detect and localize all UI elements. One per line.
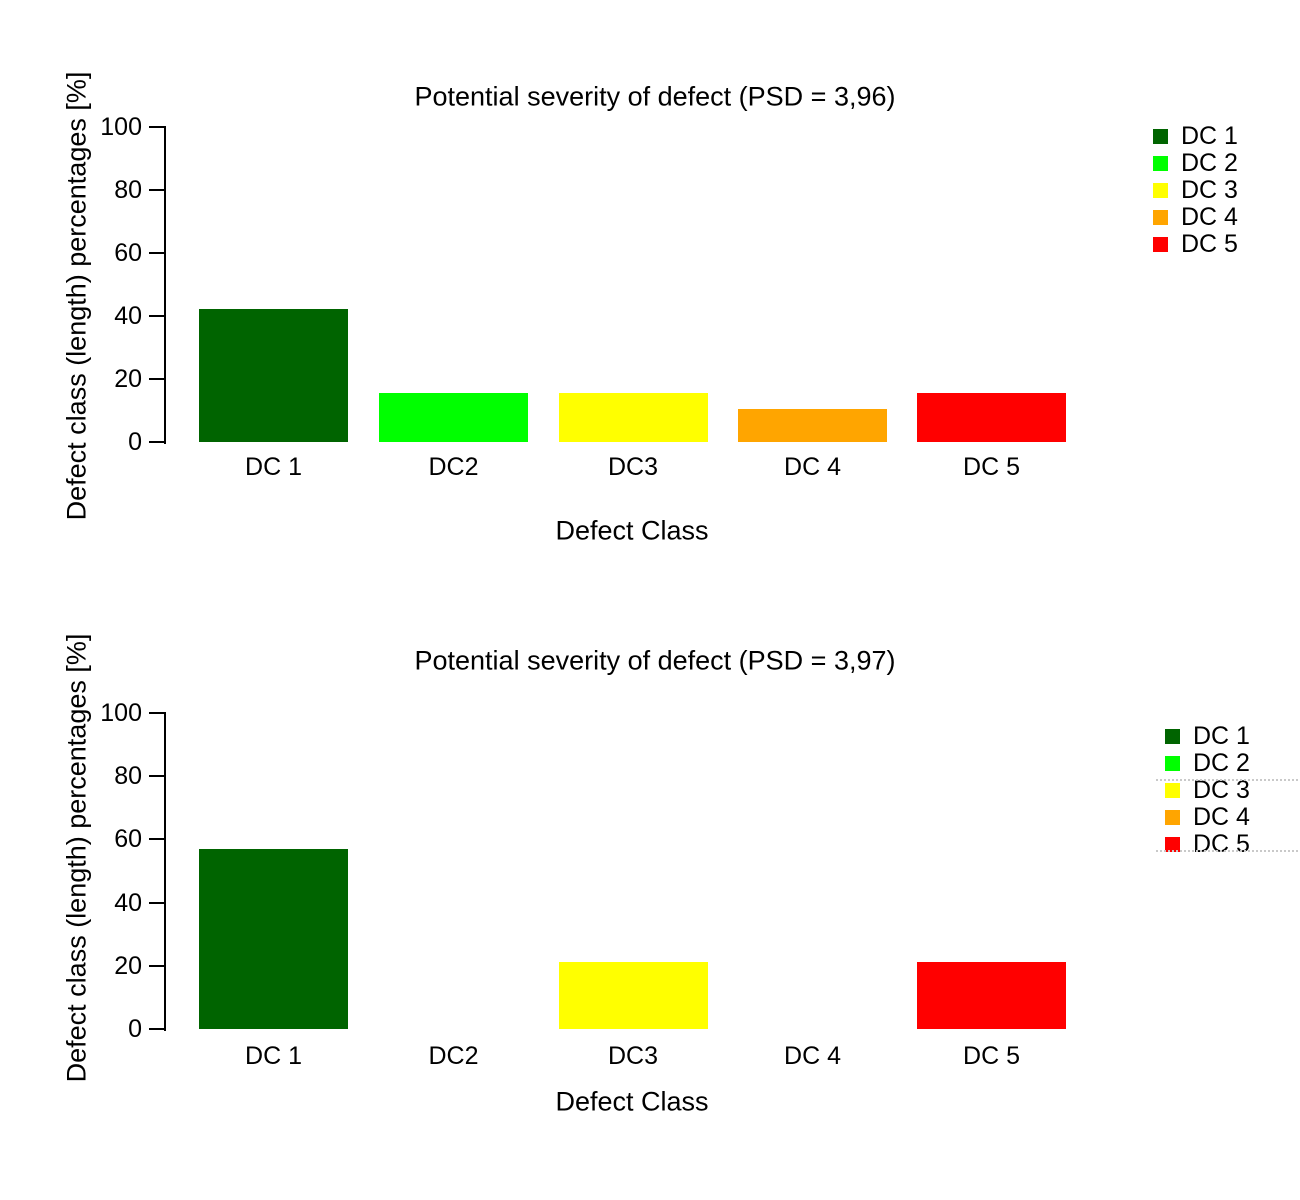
legend-swatch-dc-2 — [1153, 156, 1168, 171]
legend-label-dc-1: DC 1 — [1193, 722, 1250, 750]
legend-label-dc-4: DC 4 — [1181, 203, 1238, 231]
y-axis-tick — [149, 441, 165, 443]
x-tick-label-dc-1: DC 1 — [245, 1042, 302, 1070]
legend-swatch-dc-5 — [1153, 237, 1168, 252]
bar-dc-4 — [738, 408, 887, 442]
y-axis-tick — [149, 126, 165, 128]
bar-dc3 — [558, 962, 708, 1029]
x-tick-label-dc-4: DC 4 — [784, 1042, 841, 1070]
x-tick-label-dc-1: DC 1 — [245, 453, 302, 481]
x-tick-label-dc3: DC3 — [607, 453, 658, 481]
y-axis-tick — [149, 838, 165, 841]
legend-label-dc-4: DC 4 — [1193, 803, 1250, 831]
y-tick-label-20: 20 — [114, 951, 142, 980]
bar-dc3 — [558, 392, 708, 442]
legend-swatch-dc-1 — [1165, 729, 1180, 744]
x-tick-label-dc3: DC3 — [607, 1042, 658, 1070]
x-axis-title: Defect Class — [555, 515, 709, 546]
y-tick-label-80: 80 — [114, 176, 142, 204]
bar-dc2 — [379, 392, 528, 442]
y-tick-label-60: 60 — [114, 825, 142, 854]
y-axis-tick — [149, 315, 165, 317]
legend-swatch-dc-4 — [1153, 210, 1168, 225]
y-tick-label-80: 80 — [114, 762, 142, 791]
y-axis-tick — [149, 775, 165, 778]
y-tick-label-100: 100 — [100, 113, 142, 141]
legend-label-dc-3: DC 3 — [1181, 176, 1238, 204]
x-tick-label-dc2: DC2 — [428, 453, 479, 481]
legend-dotted-line — [1156, 779, 1298, 781]
y-axis-tick — [149, 964, 165, 967]
legend-label-dc-2: DC 2 — [1193, 749, 1250, 777]
y-axis-line — [164, 712, 166, 1031]
bar-dc-1 — [199, 848, 348, 1029]
y-tick-label-0: 0 — [128, 1015, 142, 1043]
y-tick-label-40: 40 — [114, 888, 142, 917]
x-tick-label-dc-5: DC 5 — [963, 1042, 1020, 1070]
x-tick-label-dc-4: DC 4 — [784, 453, 841, 481]
x-axis-title: Defect Class — [555, 1086, 709, 1117]
bar-dc-5 — [917, 962, 1066, 1029]
legend-dotted-line — [1156, 850, 1298, 852]
legend-swatch-dc-3 — [1153, 183, 1168, 198]
legend-label-dc-5: DC 5 — [1181, 230, 1238, 258]
chart-title: Potential severity of defect (PSD = 3,96… — [414, 81, 896, 112]
y-axis-tick — [149, 712, 165, 714]
bar-dc-1 — [199, 309, 348, 442]
legend-swatch-dc-5 — [1165, 837, 1180, 852]
y-tick-label-40: 40 — [114, 302, 142, 330]
y-tick-label-100: 100 — [100, 699, 142, 727]
bar-dc-5 — [917, 392, 1066, 442]
y-tick-label-60: 60 — [114, 239, 142, 267]
y-axis-tick — [149, 189, 165, 191]
legend-label-dc-2: DC 2 — [1181, 149, 1238, 177]
legend-swatch-dc-1 — [1153, 129, 1168, 144]
legend-swatch-dc-4 — [1165, 810, 1180, 825]
y-axis-line — [164, 126, 166, 444]
y-tick-label-0: 0 — [128, 428, 142, 456]
y-axis-tick — [149, 378, 165, 380]
legend-swatch-dc-2 — [1165, 756, 1180, 771]
y-axis-tick — [149, 252, 165, 254]
y-axis-tick — [149, 901, 165, 904]
legend-label-dc-5: DC 5 — [1193, 830, 1250, 858]
y-axis-tick — [149, 1028, 165, 1030]
x-tick-label-dc2: DC2 — [428, 1042, 479, 1070]
legend-swatch-dc-3 — [1165, 783, 1180, 798]
y-tick-label-20: 20 — [114, 365, 142, 393]
legend-label-dc-1: DC 1 — [1181, 122, 1238, 150]
x-tick-label-dc-5: DC 5 — [963, 453, 1020, 481]
chart-title: Potential severity of defect (PSD = 3,97… — [414, 645, 896, 676]
